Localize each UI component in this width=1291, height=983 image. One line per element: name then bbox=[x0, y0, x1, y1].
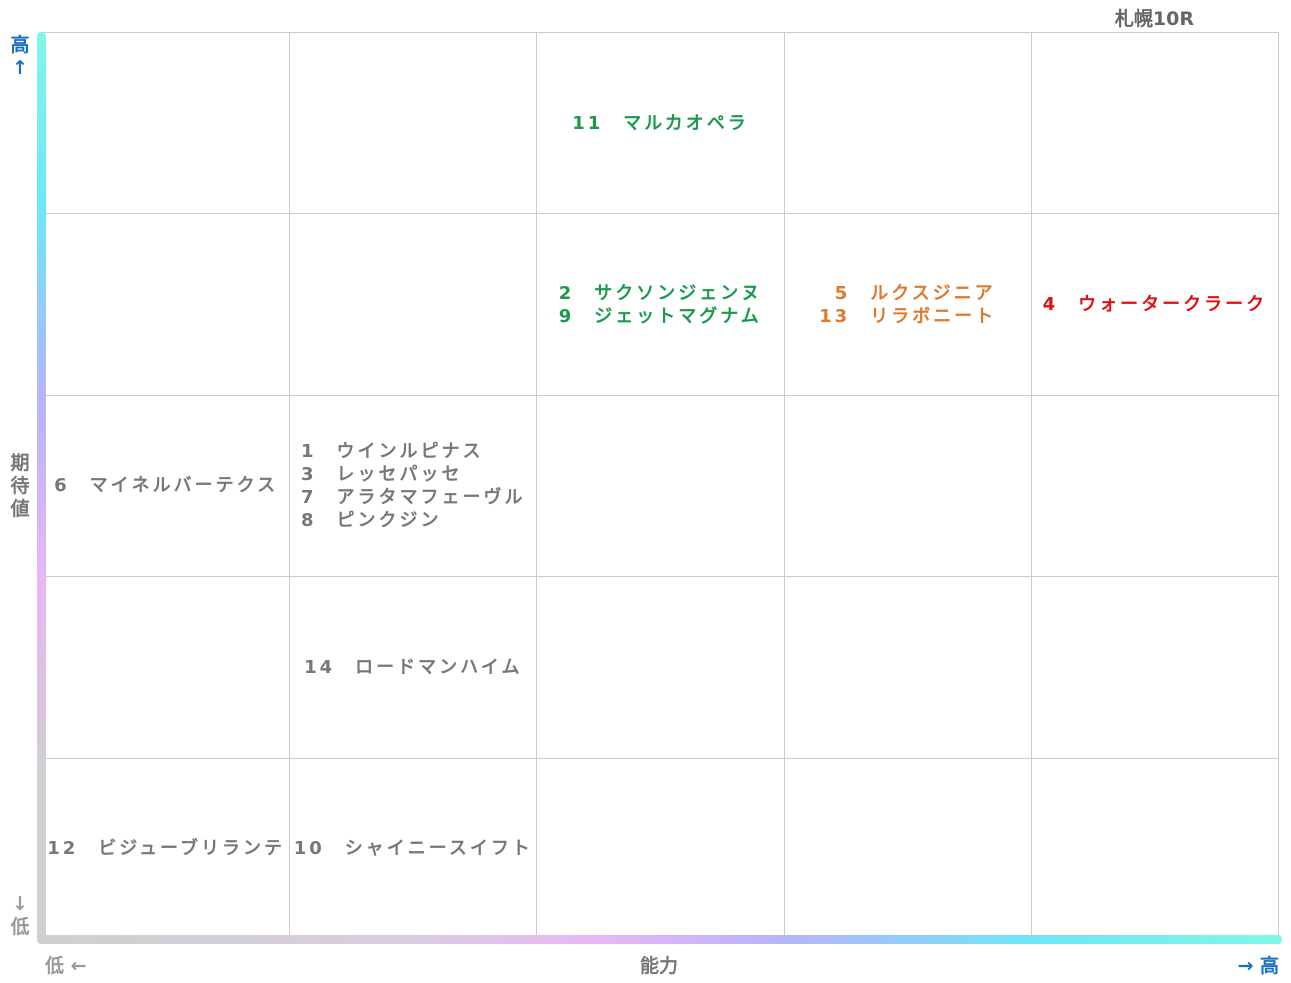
horse-number: 5 bbox=[834, 282, 851, 304]
grid-cell bbox=[289, 214, 537, 396]
y-high-label: 高↑ bbox=[10, 34, 30, 79]
grid-cell: 2 サクソンジェンヌ 9 ジェットマグナム bbox=[536, 214, 784, 396]
y-axis-bar bbox=[37, 32, 46, 944]
grid-cell: 12 ビジューブリランテ bbox=[42, 758, 290, 940]
entry-list: 10 シャイニースイフト bbox=[294, 838, 533, 859]
x-low-label: 低 ← bbox=[45, 955, 87, 977]
horse-name: ピンクジン bbox=[336, 509, 442, 531]
horse-name: アラタマフェーヴル bbox=[336, 486, 526, 508]
horse-name: サクソンジェンヌ bbox=[594, 282, 763, 304]
horse-number: 13 bbox=[819, 305, 851, 327]
horse-number: 6 bbox=[54, 475, 70, 497]
horse-number: 9 bbox=[558, 305, 575, 327]
grid-cell bbox=[783, 395, 1031, 578]
y-low-label: ↓低 bbox=[10, 893, 30, 938]
grid-cell: 5 ルクスジニア 13 リラボニート bbox=[783, 214, 1031, 396]
grid-cell: 11 マルカオペラ bbox=[536, 33, 784, 215]
horse-name: マイネルバーテクス bbox=[89, 475, 279, 497]
grid-cell bbox=[1030, 33, 1278, 215]
entry-list: 14 ロードマンハイム bbox=[304, 657, 522, 678]
horse-number: 2 bbox=[558, 282, 575, 304]
entry-list: 5 ルクスジニア 13 リラボニート bbox=[819, 283, 996, 327]
horse-number: 7 bbox=[301, 486, 317, 508]
grid-cell bbox=[289, 33, 537, 215]
grid-cell bbox=[42, 577, 290, 759]
grid: 11 マルカオペラ 2 サクソンジェンヌ 9 ジェットマグナム 5 ルクスジニア 13 リラボニー… bbox=[42, 32, 1279, 940]
x-axis-bar bbox=[37, 935, 1282, 944]
grid-cell bbox=[783, 577, 1031, 759]
grid-cell: 6 マイネルバーテクス bbox=[42, 395, 290, 578]
horse-name: ロードマンハイム bbox=[355, 656, 523, 678]
grid-cell bbox=[536, 758, 784, 940]
grid-cell: 14 ロードマンハイム bbox=[289, 577, 537, 759]
entry-list: 12 ビジューブリランテ bbox=[47, 838, 285, 859]
horse-name: ウォータークラーク bbox=[1078, 294, 1268, 316]
y-axis-label: 期待値 bbox=[10, 452, 30, 520]
grid-cell: 1 ウインルピナス 3 レッセパッセ 7 アラタマフェーヴル 8 ピンクジン bbox=[289, 395, 537, 578]
horse-number: 1 bbox=[301, 440, 317, 462]
grid-cell bbox=[1030, 758, 1278, 940]
horse-number: 4 bbox=[1042, 294, 1059, 316]
horse-name: ビジューブリランテ bbox=[98, 838, 285, 860]
horse-name: ルクスジニア bbox=[870, 282, 996, 304]
entry-list: 4 ウォータークラーク bbox=[1043, 294, 1268, 315]
horse-name: ウインルピナス bbox=[336, 440, 484, 462]
horse-name: シャイニースイフト bbox=[344, 838, 533, 860]
race-title: 札幌10R bbox=[1114, 8, 1194, 30]
grid-cell bbox=[42, 33, 290, 215]
grid-cell bbox=[1030, 577, 1278, 759]
x-axis-label: 能力 bbox=[640, 955, 679, 977]
entry-list: 11 マルカオペラ bbox=[572, 113, 749, 134]
grid-cell bbox=[536, 395, 784, 578]
horse-number: 10 bbox=[293, 838, 325, 860]
horse-number: 3 bbox=[301, 463, 317, 485]
grid-cell: 4 ウォータークラーク bbox=[1030, 214, 1278, 396]
entry-list: 2 サクソンジェンヌ 9 ジェットマグナム bbox=[559, 283, 763, 327]
horse-name: ジェットマグナム bbox=[594, 305, 762, 327]
x-high-label: → 高 bbox=[1237, 955, 1279, 977]
horse-number: 11 bbox=[572, 112, 604, 134]
entry-list: 6 マイネルバーテクス bbox=[54, 475, 278, 496]
grid-cell bbox=[42, 214, 290, 396]
horse-name: リラボニート bbox=[870, 305, 997, 327]
grid-cell bbox=[783, 758, 1031, 940]
grid-cell bbox=[1030, 395, 1278, 578]
horse-name: マルカオペラ bbox=[623, 112, 749, 134]
horse-number: 8 bbox=[301, 509, 317, 531]
horse-number: 14 bbox=[304, 656, 336, 678]
horse-number: 12 bbox=[47, 838, 79, 860]
horse-name: レッセパッセ bbox=[336, 463, 463, 485]
grid-cell bbox=[783, 33, 1031, 215]
grid-cell bbox=[536, 577, 784, 759]
entry-list: 1 ウインルピナス 3 レッセパッセ 7 アラタマフェーヴル 8 ピンクジン bbox=[301, 441, 526, 531]
grid-cell: 10 シャイニースイフト bbox=[289, 758, 537, 940]
